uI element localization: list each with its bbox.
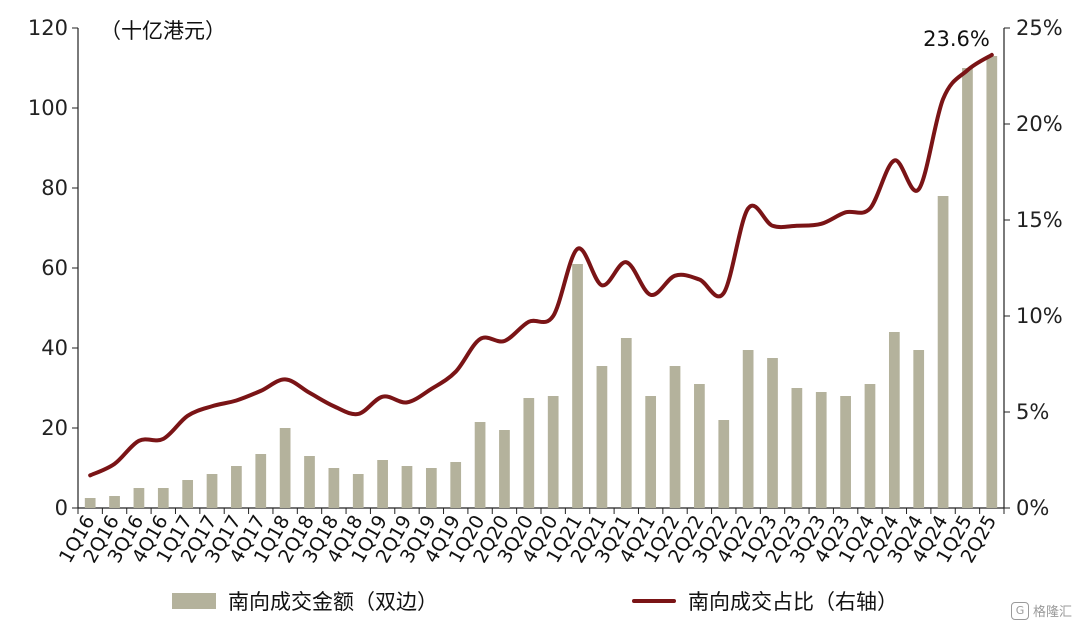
bar — [913, 350, 925, 508]
bar — [742, 350, 754, 508]
line-series — [88, 52, 994, 478]
bar — [255, 454, 267, 508]
labels: 0 20 40 60 80 100 120 0% 5% 10% 15% 20% 25% （十亿港元） 23.… — [28, 16, 1063, 567]
bar — [231, 466, 242, 508]
legend-swatch-line — [632, 599, 676, 603]
legend-swatch-bars — [172, 593, 216, 609]
bar — [888, 332, 900, 508]
legend-item-line: 南向成交占比（右轴） — [632, 586, 898, 616]
bar — [596, 366, 608, 508]
bar — [986, 56, 998, 508]
bar — [864, 384, 876, 508]
bar — [718, 420, 730, 508]
bar — [450, 462, 462, 508]
bar — [328, 468, 340, 508]
bar — [572, 264, 583, 508]
y-right-tick-label: 20% — [1016, 112, 1063, 136]
bar — [937, 196, 949, 508]
bar — [401, 466, 413, 508]
legend-item-bars: 南向成交金额（双边） — [172, 586, 438, 616]
y-left-tick-label: 0 — [55, 496, 68, 520]
y-left-tick-label: 100 — [28, 96, 68, 120]
bar — [474, 422, 486, 508]
bar — [352, 474, 364, 508]
y-right-tick-label: 25% — [1016, 16, 1063, 40]
bar — [109, 496, 120, 508]
bar — [669, 366, 681, 508]
bar — [377, 460, 388, 508]
bar — [791, 388, 803, 508]
bar — [815, 392, 827, 508]
bar — [84, 498, 96, 508]
y-right-tick-label: 0% — [1016, 496, 1049, 520]
watermark-text: 格隆汇 — [1032, 605, 1072, 620]
y-left-tick-label: 20 — [41, 416, 68, 440]
bar — [425, 468, 437, 508]
legend-label-line: 南向成交占比（右轴） — [688, 590, 898, 614]
bar — [157, 488, 169, 508]
y-right-tick-label: 15% — [1016, 208, 1063, 232]
bar — [523, 398, 535, 508]
bar — [547, 396, 559, 508]
legend-label-bars: 南向成交金额（双边） — [228, 590, 438, 614]
bar-series — [84, 56, 998, 508]
annotation-label: 23.6% — [923, 27, 990, 51]
y-left-tick-label: 80 — [41, 176, 68, 200]
bar — [620, 338, 632, 508]
bar — [645, 396, 657, 508]
bar — [767, 358, 778, 508]
bar — [962, 68, 973, 508]
bar — [182, 480, 194, 508]
bar — [840, 396, 851, 508]
bar — [133, 488, 145, 508]
y-left-tick-label: 60 — [41, 256, 68, 280]
bar — [206, 474, 218, 508]
y-left-tick-label: 120 — [28, 16, 68, 40]
bar — [279, 428, 291, 508]
bar — [304, 456, 315, 508]
bar — [694, 384, 705, 508]
y-left-tick-label: 40 — [41, 336, 68, 360]
line-path — [88, 52, 994, 478]
bar — [499, 430, 510, 508]
watermark: G 格隆汇 — [1010, 601, 1072, 620]
y-right-tick-label: 5% — [1016, 400, 1049, 424]
watermark-logo-icon: G — [1010, 601, 1029, 620]
y-right-tick-label: 10% — [1016, 304, 1063, 328]
left-axis-unit-label: （十亿港元） — [100, 19, 226, 43]
